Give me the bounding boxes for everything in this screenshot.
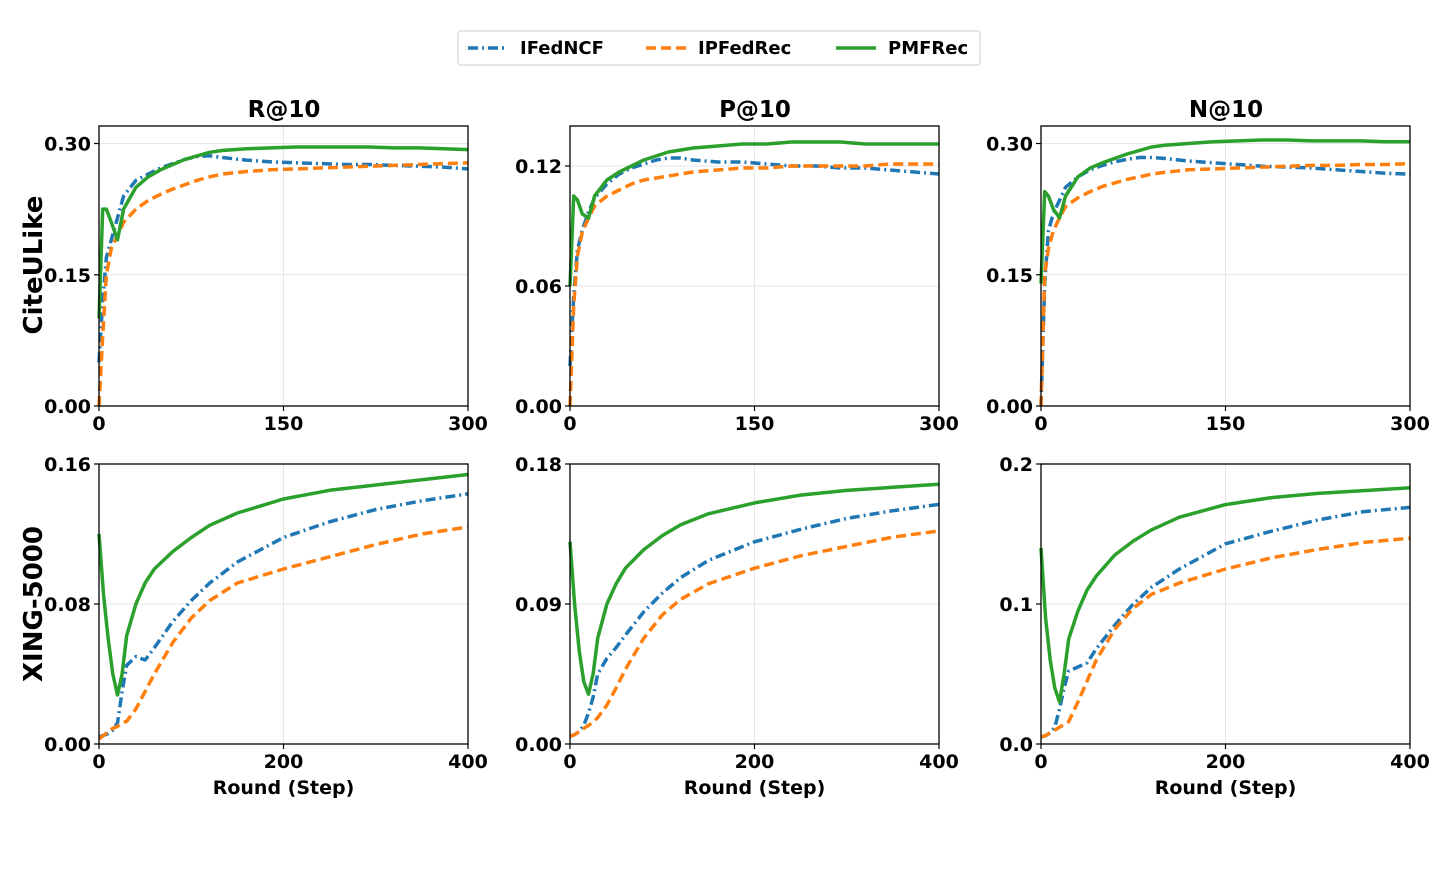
x-tick-label: 0: [1034, 413, 1047, 435]
legend-frame: [457, 30, 981, 66]
x-axis-label: Round (Step): [213, 777, 355, 799]
x-tick-label: 400: [448, 751, 488, 773]
y-tick-label: 0.15: [986, 265, 1033, 287]
y-tick-label: 0.2: [999, 454, 1033, 476]
y-tick-label: 0.30: [44, 134, 91, 156]
column-title-r10: R@10: [248, 97, 321, 123]
legend: IFedNCF IPFedRec PMFRec: [457, 30, 981, 66]
y-tick-label: 0.00: [515, 734, 562, 756]
y-tick-label: 0.16: [44, 454, 91, 476]
x-tick-label: 200: [1206, 751, 1246, 773]
series-line-ipfedrec: [568, 162, 939, 407]
x-tick-label: 400: [919, 751, 959, 773]
x-axis-label: Round (Step): [1155, 777, 1297, 799]
series-line-pmfrec: [97, 472, 469, 697]
y-tick-label: 0.06: [515, 276, 562, 298]
x-tick-label: 400: [1390, 751, 1430, 773]
y-tick-label: 0.00: [44, 396, 91, 418]
subplot-2: 0 150 300 0.00 0.06 0.12: [515, 125, 959, 435]
x-tick-label: 0: [92, 413, 105, 435]
series-line-ifedncf: [568, 156, 940, 367]
x-tick-label: 300: [448, 413, 488, 435]
legend-label-ifedncf: IFedNCF: [520, 38, 604, 59]
x-tick-label: 200: [264, 751, 304, 773]
x-tick-label: 0: [92, 751, 105, 773]
y-tick-label: 0.00: [44, 734, 91, 756]
y-tick-label: 0.18: [515, 454, 562, 476]
subplot-6: 0 200 400 0.0 0.1 0.2 Round (Step): [999, 454, 1430, 799]
series-line-ifedncf: [97, 154, 469, 363]
series-line-pmfrec: [1039, 138, 1410, 284]
row-label-xing5000: XING-5000: [19, 526, 49, 682]
series-line-ipfedrec: [1039, 161, 1411, 407]
y-tick-label: 0.15: [44, 265, 91, 287]
series-line-ipfedrec: [1040, 536, 1411, 739]
series-line-ifedncf: [569, 502, 940, 738]
x-tick-label: 150: [1206, 413, 1246, 435]
x-tick-label: 150: [735, 413, 775, 435]
x-axis-label: Round (Step): [684, 777, 826, 799]
series-line-ifedncf: [1039, 155, 1411, 407]
y-tick-label: 0.30: [986, 134, 1033, 156]
column-title-p10: P@10: [719, 97, 791, 123]
column-title-n10: N@10: [1189, 97, 1263, 123]
series-line-ipfedrec: [97, 525, 469, 741]
subplot-5: 0 200 400 0.00 0.09 0.18 Round (Step): [515, 454, 959, 799]
row-label-citeulike: CiteULike: [19, 196, 49, 335]
series-line-pmfrec: [568, 482, 940, 696]
x-tick-label: 300: [919, 413, 959, 435]
y-tick-label: 0.09: [515, 594, 562, 616]
series-line-ifedncf: [1040, 505, 1411, 739]
x-tick-label: 0: [563, 751, 576, 773]
x-tick-label: 150: [264, 413, 304, 435]
y-tick-label: 0.00: [986, 396, 1033, 418]
y-tick-label: 0.1: [999, 594, 1033, 616]
x-tick-label: 300: [1390, 413, 1430, 435]
y-tick-label: 0.12: [515, 156, 562, 178]
x-tick-label: 0: [1034, 751, 1047, 773]
subplot-1: 0 150 300 0.00 0.15 0.30: [44, 125, 488, 435]
series-line-ipfedrec: [569, 529, 940, 738]
series-line-pmfrec: [1039, 486, 1411, 704]
legend-label-ipfedrec: IPFedRec: [698, 38, 791, 59]
subplot-4: 0 200 400 0.00 0.08 0.16 Round (Step): [44, 454, 488, 799]
series-line-pmfrec: [568, 140, 939, 287]
y-tick-label: 0.00: [515, 396, 562, 418]
x-tick-label: 0: [563, 413, 576, 435]
y-tick-label: 0.08: [44, 594, 91, 616]
y-tick-label: 0.0: [999, 734, 1033, 756]
subplot-3: 0 150 300 0.00 0.15 0.30: [986, 125, 1430, 435]
x-tick-label: 200: [735, 751, 775, 773]
legend-label-pmfrec: PMFRec: [888, 38, 968, 59]
series-line-pmfrec: [97, 145, 469, 319]
